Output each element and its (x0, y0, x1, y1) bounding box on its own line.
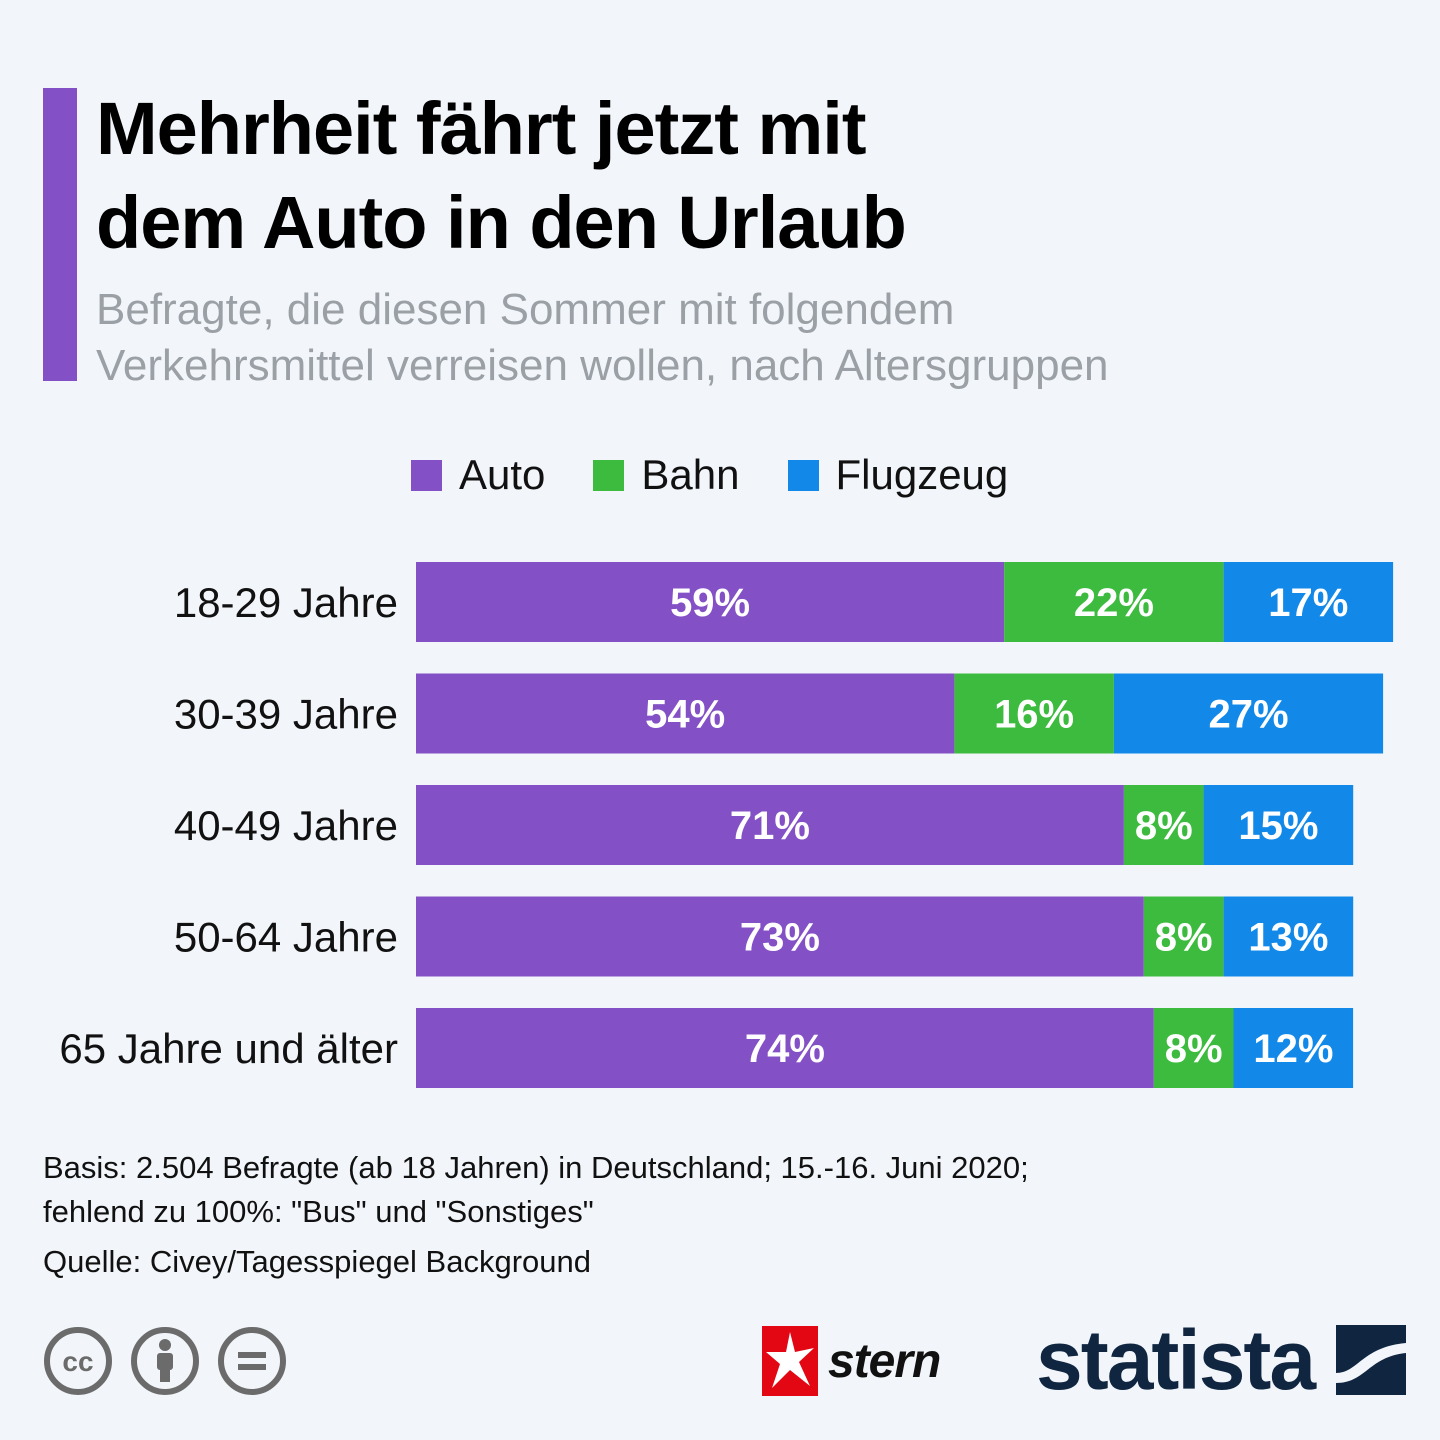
category-label-30-39-jahre: 30-39 Jahre (174, 691, 398, 738)
statista-mark-icon (1336, 1325, 1407, 1395)
bar-segment-flugzeug-18-29-jahre (1223, 562, 1394, 642)
bar-segment-auto-40-49-jahre (416, 785, 1124, 865)
legend-label-bahn: Bahn (641, 451, 740, 498)
license-icons: cc (43, 1326, 304, 1396)
bar-segment-bahn-18-29-jahre (1004, 562, 1224, 642)
title-line-2: dem Auto in den Urlaub (96, 181, 907, 264)
bar-segment-bahn-50-64-jahre (1143, 896, 1224, 977)
attribution-icon[interactable] (130, 1326, 200, 1396)
legend-swatch-flugzeug (787, 459, 819, 491)
data-label-bahn-50-64-jahre: 8% (1155, 916, 1213, 960)
data-label-auto-30-39-jahre: 54% (645, 693, 725, 737)
data-label-auto-50-64-jahre: 73% (740, 916, 820, 960)
bar-segment-bahn-65-jahre-und-lter (1153, 1008, 1234, 1088)
bar-segment-auto-30-39-jahre (416, 673, 955, 754)
data-label-auto-40-49-jahre: 71% (730, 804, 810, 848)
chart-title: Mehrheit fährt jetzt mit dem Auto in den … (96, 82, 1196, 270)
category-label-40-49-jahre: 40-49 Jahre (174, 802, 398, 849)
subtitle-line-2: Verkehrsmittel verreisen wollen, nach Al… (96, 341, 1109, 390)
title-accent-bar (43, 88, 77, 381)
subtitle-line-1: Befragte, die diesen Sommer mit folgende… (96, 285, 955, 334)
data-label-flugzeug-30-39-jahre: 27% (1208, 693, 1288, 737)
category-label-18-29-jahre: 18-29 Jahre (174, 579, 398, 626)
data-label-auto-18-29-jahre: 59% (670, 581, 750, 625)
bar-segment-auto-18-29-jahre (416, 562, 1005, 642)
svg-text:cc: cc (62, 1346, 93, 1377)
footnote-source: Quelle: Civey/Tagesspiegel Background (43, 1244, 591, 1279)
legend-item-flugzeug: Flugzeug (787, 451, 1009, 499)
data-label-flugzeug-65-jahre-und-lter: 12% (1253, 1027, 1333, 1071)
data-label-bahn-18-29-jahre: 22% (1074, 581, 1154, 625)
stacked-bar-chart: 18-29 Jahre 59% 22% 17% 30-39 Jahre 54% 16% 27%… (59, 562, 1394, 1088)
category-label-50-64-jahre: 50-64 Jahre (174, 914, 398, 961)
legend: Auto Bahn Flugzeug (411, 450, 1056, 500)
chart-subtitle: Befragte, die diesen Sommer mit folgende… (96, 282, 1396, 394)
legend-label-flugzeug: Flugzeug (835, 451, 1009, 498)
data-label-flugzeug-40-49-jahre: 15% (1238, 804, 1318, 848)
bar-segment-bahn-40-49-jahre (1123, 785, 1204, 865)
data-label-bahn-30-39-jahre: 16% (994, 693, 1074, 737)
legend-swatch-bahn (593, 459, 625, 491)
stern-star-icon (762, 1326, 818, 1396)
data-label-bahn-40-49-jahre: 8% (1135, 804, 1193, 848)
data-label-auto-65-jahre-und-lter: 74% (745, 1027, 825, 1071)
bar-segment-flugzeug-30-39-jahre (1113, 673, 1384, 754)
stern-logo: stern (762, 1326, 941, 1396)
data-label-bahn-65-jahre-und-lter: 8% (1165, 1027, 1223, 1071)
bar-segment-flugzeug-40-49-jahre (1203, 785, 1354, 865)
bar-segment-flugzeug-50-64-jahre (1223, 896, 1354, 977)
bar-segment-auto-65-jahre-und-lter (416, 1008, 1154, 1088)
statista-wordmark: statista (1036, 1313, 1316, 1407)
bar-segment-bahn-30-39-jahre (954, 673, 1114, 754)
title-line-1: Mehrheit fährt jetzt mit (96, 87, 866, 170)
data-label-flugzeug-50-64-jahre: 13% (1248, 916, 1328, 960)
data-label-flugzeug-18-29-jahre: 17% (1268, 581, 1348, 625)
category-label-65-jahre-und-lter: 65 Jahre und älter (59, 1025, 398, 1072)
bar-segment-flugzeug-65-jahre-und-lter (1233, 1008, 1354, 1088)
statista-logo: statista (1036, 1313, 1407, 1407)
stern-wordmark: stern (828, 1334, 941, 1388)
legend-label-auto: Auto (459, 451, 546, 498)
legend-item-auto: Auto (411, 451, 545, 499)
cc-icon[interactable]: cc (43, 1326, 113, 1396)
legend-item-bahn: Bahn (593, 451, 740, 499)
footnote-basis-line-2: fehlend zu 100%: "Bus" und "Sonstiges" (43, 1194, 594, 1229)
no-derivatives-icon[interactable] (217, 1326, 287, 1396)
bar-segment-auto-50-64-jahre (416, 896, 1144, 977)
footnote-basis-line-1: Basis: 2.504 Befragte (ab 18 Jahren) in … (43, 1150, 1029, 1185)
legend-swatch-auto (411, 459, 442, 491)
